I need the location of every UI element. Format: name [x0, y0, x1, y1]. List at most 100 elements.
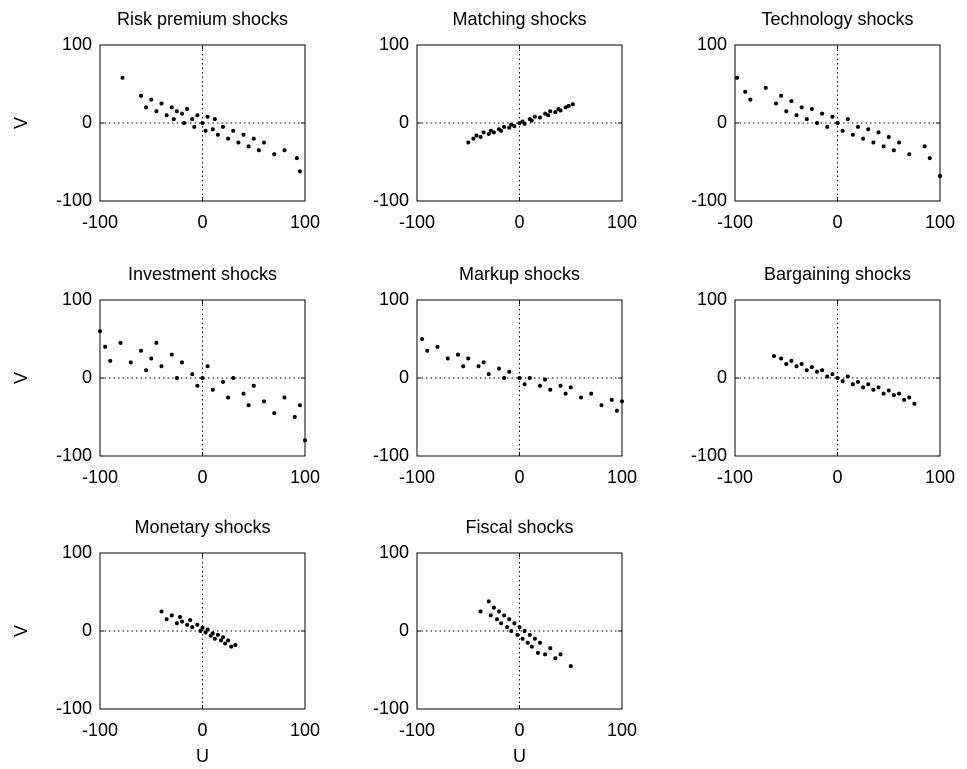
y-tick-label: 100 [62, 34, 92, 54]
point [174, 376, 179, 380]
point [226, 395, 231, 400]
point [743, 89, 748, 94]
point [794, 113, 799, 118]
x-tick-label: -100 [82, 212, 118, 232]
point [784, 109, 789, 114]
y-tick-label: 100 [379, 34, 409, 54]
point [272, 411, 277, 416]
point [794, 364, 799, 369]
point [223, 641, 228, 646]
y-tick-label: -100 [373, 190, 409, 210]
point [435, 344, 440, 349]
point [525, 640, 530, 645]
point [840, 379, 845, 384]
point [294, 156, 299, 161]
x-tick-label: 100 [607, 212, 637, 232]
point [907, 395, 912, 400]
x-tick-label: -100 [82, 720, 118, 740]
point [502, 376, 507, 380]
point [876, 385, 881, 390]
x-tick-label: 0 [197, 467, 207, 487]
point [297, 403, 302, 408]
point [282, 395, 287, 400]
x-axis-label: U [196, 746, 209, 766]
point [902, 397, 907, 402]
panel-title: Markup shocks [459, 264, 580, 284]
point [120, 75, 125, 80]
point [568, 385, 573, 390]
point [809, 365, 814, 370]
point [881, 144, 886, 149]
point [558, 383, 563, 388]
point [897, 391, 901, 396]
point [558, 108, 563, 113]
point [789, 99, 794, 104]
point [856, 124, 860, 129]
point [478, 135, 483, 140]
point [445, 356, 450, 361]
point [476, 364, 481, 369]
point [861, 136, 866, 141]
point [779, 356, 784, 361]
point [527, 376, 532, 380]
point [535, 650, 540, 655]
point [543, 652, 548, 657]
point [251, 383, 256, 388]
point [108, 358, 113, 363]
point [820, 368, 825, 373]
point [226, 136, 231, 141]
point [169, 352, 174, 357]
point [507, 617, 512, 622]
point [486, 599, 491, 604]
x-tick-label: 0 [514, 720, 524, 740]
y-tick-label: 100 [697, 289, 727, 309]
point [478, 609, 483, 614]
y-tick-label: -100 [56, 190, 92, 210]
point [804, 368, 809, 373]
x-tick-label: 0 [514, 467, 524, 487]
point [517, 376, 522, 380]
point [190, 372, 195, 377]
y-tick-label: 0 [82, 620, 92, 640]
point [897, 140, 901, 145]
point [799, 361, 804, 366]
point [532, 114, 537, 119]
point [881, 391, 886, 396]
point [203, 630, 208, 635]
point [774, 101, 778, 106]
point [159, 609, 164, 614]
point [520, 636, 525, 641]
y-tick-label: -100 [691, 190, 727, 210]
point [568, 664, 573, 669]
y-axis-label: V [11, 117, 31, 129]
point [221, 124, 225, 129]
point [190, 117, 195, 122]
x-tick-label: -100 [399, 467, 435, 487]
point [185, 106, 190, 111]
y-tick-label: -100 [691, 445, 727, 465]
point [507, 369, 512, 374]
point [922, 144, 927, 149]
point [195, 383, 200, 388]
point [236, 140, 241, 145]
point [210, 631, 215, 636]
point [200, 121, 205, 125]
point [748, 97, 753, 102]
point [210, 387, 215, 392]
point [614, 408, 619, 413]
point [491, 130, 496, 135]
point [563, 105, 568, 110]
point [256, 148, 261, 153]
point [466, 140, 471, 145]
point [188, 618, 193, 623]
point [529, 118, 534, 123]
point [505, 625, 510, 630]
point [509, 629, 514, 633]
point [154, 109, 159, 114]
point [180, 360, 184, 365]
point [494, 617, 499, 622]
point [149, 97, 154, 102]
point [532, 636, 537, 641]
y-tick-label: 0 [399, 112, 409, 132]
